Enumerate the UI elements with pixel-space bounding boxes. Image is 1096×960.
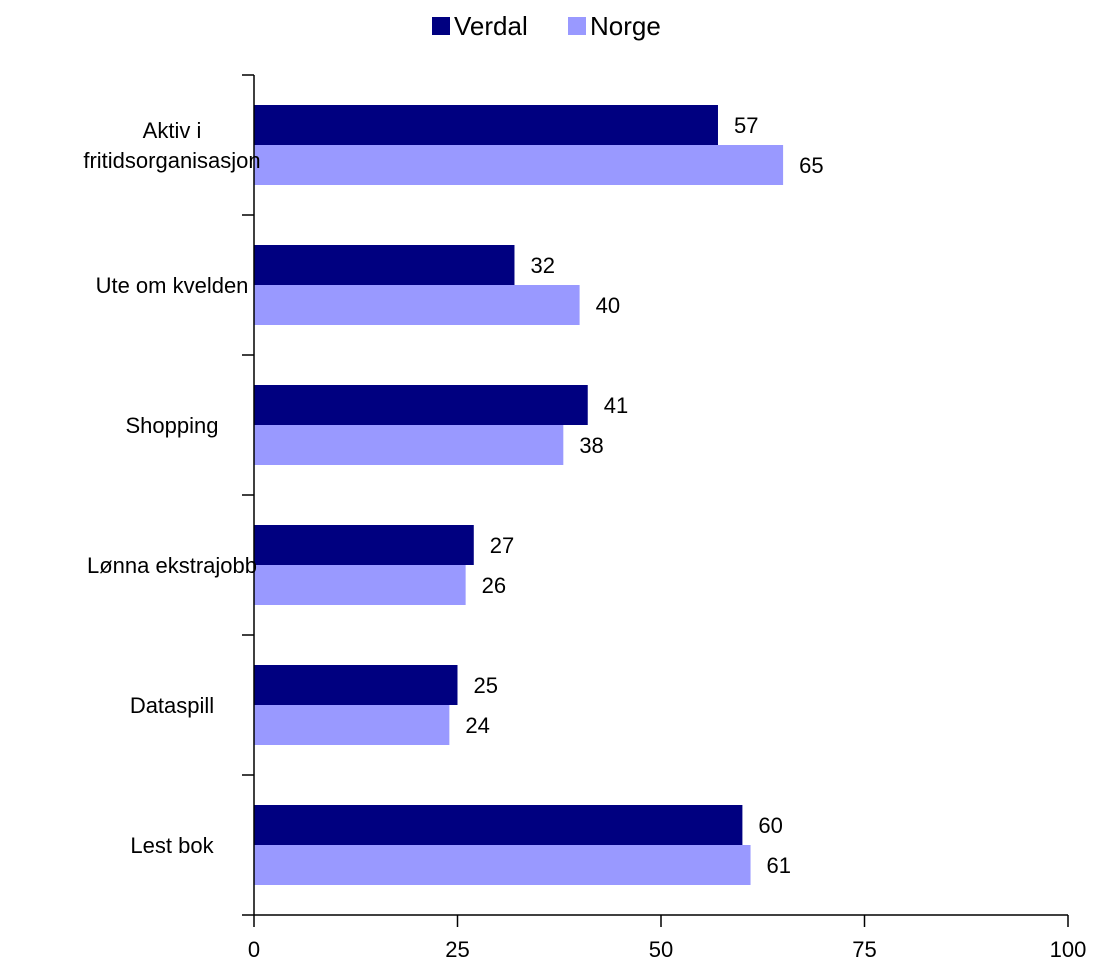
bar-norge-4 — [254, 705, 450, 745]
data-label-norge-5: 61 — [767, 853, 791, 878]
bar-verdal-1 — [254, 245, 515, 285]
data-label-verdal-3: 27 — [490, 533, 514, 558]
data-label-verdal-5: 60 — [758, 813, 782, 838]
data-label-verdal-2: 41 — [604, 393, 628, 418]
data-label-verdal-1: 32 — [530, 253, 554, 278]
bar-verdal-2 — [254, 385, 588, 425]
category-label-4: Dataspill — [130, 693, 214, 718]
legend-label-norge: Norge — [590, 11, 661, 41]
x-tick-label-0: 0 — [248, 937, 260, 960]
bar-verdal-3 — [254, 525, 474, 565]
data-label-norge-1: 40 — [596, 293, 620, 318]
bar-norge-3 — [254, 565, 466, 605]
x-tick-label-1: 25 — [445, 937, 469, 960]
x-tick-label-3: 75 — [852, 937, 876, 960]
category-label-0-line1: fritidsorganisasjon — [83, 148, 260, 173]
x-tick-label-4: 100 — [1050, 937, 1087, 960]
bar-norge-0 — [254, 145, 784, 185]
data-label-verdal-4: 25 — [474, 673, 498, 698]
bar-verdal-0 — [254, 105, 718, 145]
bar-norge-1 — [254, 285, 580, 325]
data-label-norge-4: 24 — [465, 713, 489, 738]
x-tick-label-2: 50 — [649, 937, 673, 960]
bar-norge-2 — [254, 425, 564, 465]
data-label-norge-0: 65 — [799, 153, 823, 178]
data-label-norge-2: 38 — [579, 433, 603, 458]
legend-swatch-verdal — [432, 17, 450, 35]
bar-verdal-5 — [254, 805, 743, 845]
bar-norge-5 — [254, 845, 751, 885]
category-label-2: Shopping — [126, 413, 219, 438]
legend-label-verdal: Verdal — [454, 11, 528, 41]
legend-swatch-norge — [568, 17, 586, 35]
bar-verdal-4 — [254, 665, 458, 705]
category-label-5: Lest bok — [130, 833, 214, 858]
data-label-verdal-0: 57 — [734, 113, 758, 138]
data-label-norge-3: 26 — [482, 573, 506, 598]
category-label-3: Lønna ekstrajobb — [87, 553, 257, 578]
category-label-1: Ute om kvelden — [96, 273, 249, 298]
category-label-0-line0: Aktiv i — [143, 118, 202, 143]
